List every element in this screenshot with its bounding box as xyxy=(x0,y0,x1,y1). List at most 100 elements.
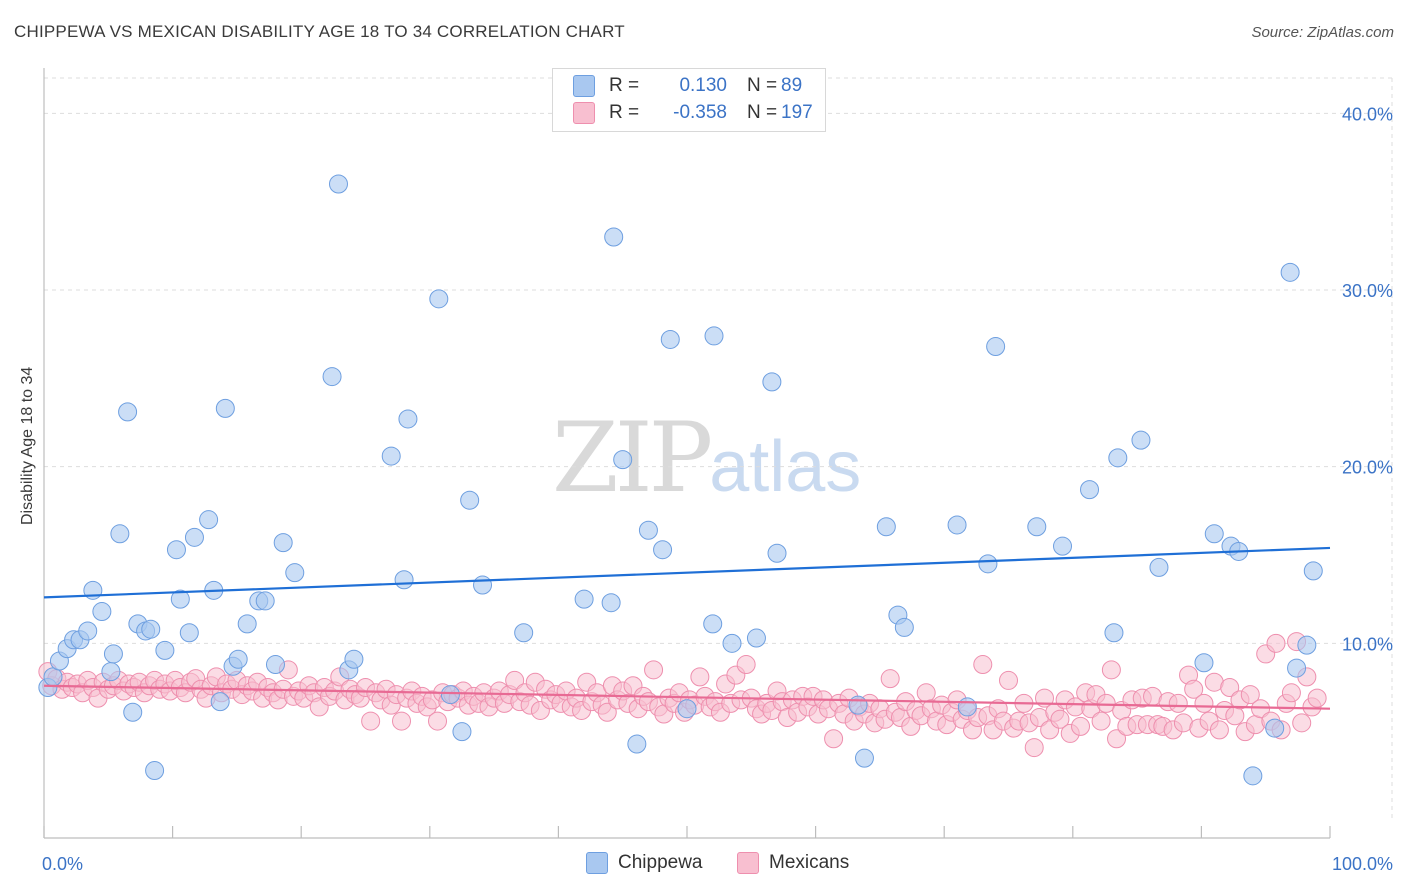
data-point-mexicans xyxy=(361,711,381,731)
data-point-mexicans xyxy=(1091,711,1111,731)
data-point-mexicans xyxy=(1024,738,1044,758)
y-tick-label: 20.0% xyxy=(1342,458,1393,478)
data-point-chippewa xyxy=(574,589,594,609)
watermark-zip: ZIP xyxy=(552,402,713,514)
data-point-chippewa xyxy=(1303,561,1323,581)
data-point-chippewa xyxy=(440,685,460,705)
data-point-chippewa xyxy=(101,662,121,682)
data-point-chippewa xyxy=(141,619,161,639)
data-point-chippewa xyxy=(381,446,401,466)
legend-item-chippewa: Chippewa xyxy=(586,852,703,874)
data-point-mexicans xyxy=(1292,713,1312,733)
data-point-chippewa xyxy=(1297,635,1317,655)
series-legend: Chippewa Mexicans xyxy=(0,852,1406,878)
data-point-chippewa xyxy=(179,623,199,643)
legend-r-value: 0.130 xyxy=(679,75,727,96)
data-point-mexicans xyxy=(428,711,448,731)
data-point-chippewa xyxy=(473,575,493,595)
data-point-chippewa xyxy=(638,520,658,540)
data-point-chippewa xyxy=(92,602,112,622)
data-point-mexicans xyxy=(690,667,710,687)
legend-label-mexicans: Mexicans xyxy=(769,852,850,873)
data-point-mexicans xyxy=(1240,685,1260,705)
data-point-chippewa xyxy=(1194,653,1214,673)
data-point-chippewa xyxy=(1131,430,1151,450)
data-point-mexicans xyxy=(1266,633,1286,653)
trend-lines xyxy=(43,546,1331,710)
trendline-chippewa xyxy=(43,546,1331,599)
legend-item-mexicans: Mexicans xyxy=(737,852,849,874)
data-point-mexicans xyxy=(880,669,900,689)
data-point-mexicans xyxy=(1168,693,1188,713)
data-point-chippewa xyxy=(1280,262,1300,282)
data-point-chippewa xyxy=(215,398,235,418)
data-point-chippewa xyxy=(123,702,143,722)
data-point-chippewa xyxy=(285,563,305,583)
data-point-chippewa xyxy=(199,510,219,530)
data-point-chippewa xyxy=(155,640,175,660)
data-point-chippewa xyxy=(1204,524,1224,544)
data-point-chippewa xyxy=(1108,448,1128,468)
data-point-chippewa xyxy=(762,372,782,392)
data-point-mexicans xyxy=(1225,706,1245,726)
legend-swatch-mexicans xyxy=(573,102,595,124)
legend-n-label: N = xyxy=(747,75,778,96)
data-point-chippewa xyxy=(452,722,472,742)
data-point-chippewa xyxy=(1104,623,1124,643)
data-point-chippewa xyxy=(947,515,967,535)
data-point-mexicans xyxy=(1307,688,1327,708)
series-chippewa xyxy=(38,174,1323,786)
data-point-mexicans xyxy=(824,729,844,749)
data-point-chippewa xyxy=(166,540,186,560)
data-point-mexicans xyxy=(1050,709,1070,729)
data-point-chippewa xyxy=(660,329,680,349)
data-point-chippewa xyxy=(398,409,418,429)
data-point-chippewa xyxy=(210,692,230,712)
data-point-chippewa xyxy=(322,367,342,387)
data-point-chippewa xyxy=(1080,480,1100,500)
tick-labels: 10.0% 20.0% 30.0% 40.0% 0.0% 100.0% xyxy=(42,104,1393,874)
watermark: ZIPatlas xyxy=(552,402,861,514)
trendline-mexicans xyxy=(43,684,1331,710)
data-point-chippewa xyxy=(703,614,723,634)
data-point-chippewa xyxy=(265,655,285,675)
data-point-chippewa xyxy=(746,628,766,648)
data-point-chippewa xyxy=(255,591,275,611)
legend-row-chippewa: R = 0.130 N = 89 xyxy=(573,74,802,98)
data-point-chippewa xyxy=(429,289,449,309)
data-point-chippewa xyxy=(460,490,480,510)
data-point-chippewa xyxy=(876,517,896,537)
data-point-mexicans xyxy=(1096,693,1116,713)
data-point-mexicans xyxy=(1245,715,1265,735)
data-point-chippewa xyxy=(1243,766,1263,786)
data-point-chippewa xyxy=(986,337,1006,357)
data-point-mexicans xyxy=(1107,729,1127,749)
data-point-chippewa xyxy=(613,450,633,470)
data-point-chippewa xyxy=(1027,517,1047,537)
legend-n-value: 89 xyxy=(781,75,803,96)
data-point-mexicans xyxy=(999,670,1018,690)
data-point-chippewa xyxy=(653,540,673,560)
data-point-mexicans xyxy=(736,655,756,675)
data-point-chippewa xyxy=(514,623,534,643)
data-point-chippewa xyxy=(1053,536,1073,556)
data-point-mexicans xyxy=(644,660,664,680)
data-point-chippewa xyxy=(677,699,697,719)
data-point-mexicans xyxy=(1071,716,1091,736)
y-tick-label: 30.0% xyxy=(1342,281,1393,301)
data-point-chippewa xyxy=(78,621,98,641)
data-point-chippewa xyxy=(110,524,130,544)
legend-r-value: -0.358 xyxy=(673,102,727,123)
source-label: Source: ZipAtlas.com xyxy=(1251,24,1394,41)
data-point-chippewa xyxy=(1265,718,1285,738)
legend-swatch-mexicans xyxy=(737,852,759,874)
series-mexicans xyxy=(38,632,1327,758)
chart-title: CHIPPEWA VS MEXICAN DISABILITY AGE 18 TO… xyxy=(14,22,625,41)
data-point-mexicans xyxy=(1281,683,1301,703)
data-point-chippewa xyxy=(237,614,257,634)
legend-row-mexicans: R = -0.358 N = 197 xyxy=(573,101,813,125)
data-point-chippewa xyxy=(957,697,977,717)
correlation-legend: R = 0.130 N = 89 R = -0.358 N = 197 xyxy=(552,68,826,132)
data-point-mexicans xyxy=(1194,693,1214,713)
data-point-mexicans xyxy=(973,655,993,675)
